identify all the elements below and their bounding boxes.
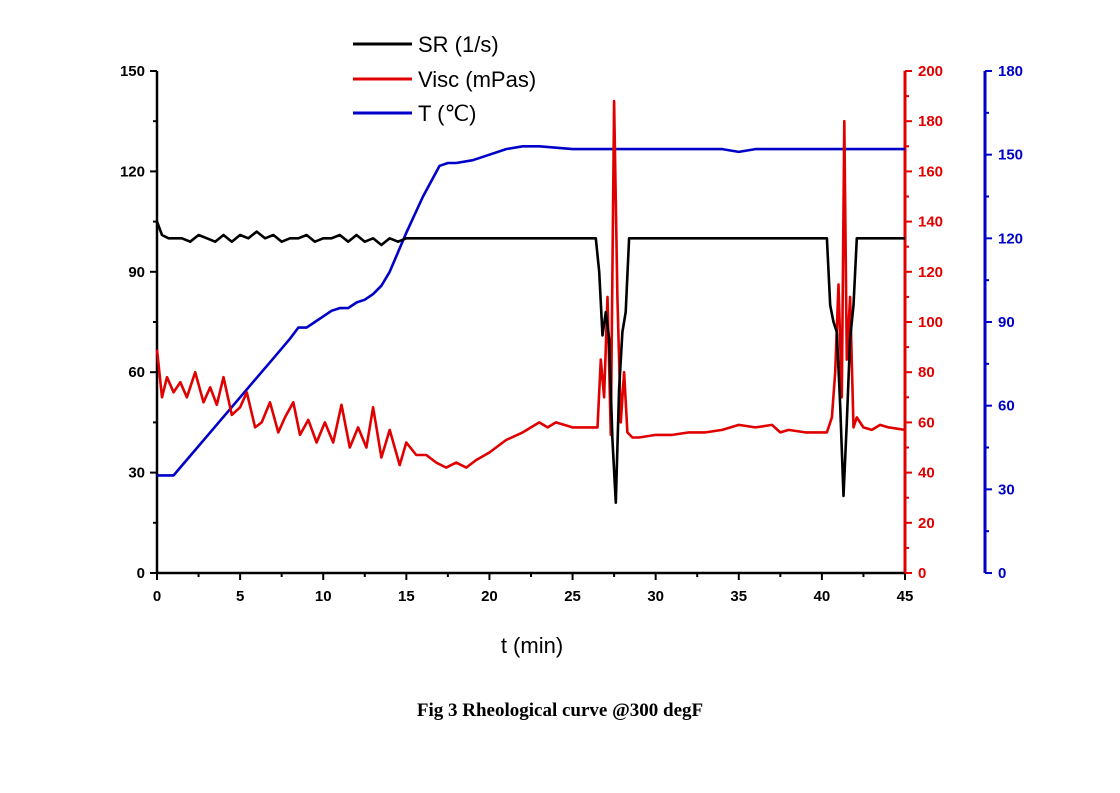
visc-tick-label: 40 bbox=[918, 465, 935, 482]
temperature-tick-label: 90 bbox=[998, 314, 1015, 331]
temperature-tick-label: 60 bbox=[998, 398, 1015, 415]
figure-caption: Fig 3 Rheological curve @300 degF bbox=[416, 700, 704, 721]
visc-series-line bbox=[155, 99, 906, 469]
temperature-tick-label: 180 bbox=[998, 63, 1023, 80]
visc-tick-label: 120 bbox=[918, 264, 943, 281]
x-tick-label: 10 bbox=[315, 588, 332, 605]
x-axis-label: t (min) bbox=[501, 633, 563, 658]
legend-label-visc: Visc (mPas) bbox=[418, 67, 536, 92]
x-tick-label: 45 bbox=[897, 588, 914, 605]
sr-axis: 0 30 60 90 120 150 bbox=[120, 63, 157, 582]
visc-tick-label: 0 bbox=[918, 565, 926, 582]
temperature-tick-label: 30 bbox=[998, 481, 1015, 498]
legend: SR (1/s) Visc (mPas) T (℃) bbox=[353, 32, 536, 126]
visc-tick-label: 20 bbox=[918, 515, 935, 532]
sr-tick-label: 0 bbox=[137, 565, 145, 582]
sr-series-line bbox=[155, 221, 905, 505]
x-tick-label: 0 bbox=[153, 588, 161, 605]
visc-tick-label: 60 bbox=[918, 414, 935, 431]
x-tick-label: 25 bbox=[564, 588, 581, 605]
temperature-series-line bbox=[157, 145, 905, 477]
visc-tick-label: 80 bbox=[918, 364, 935, 381]
x-tick-label: 15 bbox=[398, 588, 415, 605]
visc-axis: 0 20 40 60 80 100 120 140 160 180 200 bbox=[903, 63, 943, 582]
sr-tick-label: 90 bbox=[128, 264, 145, 281]
visc-tick-label: 160 bbox=[918, 163, 943, 180]
temperature-axis: 0 30 60 90 120 150 180 bbox=[983, 63, 1023, 582]
x-tick-label: 5 bbox=[236, 588, 244, 605]
sr-tick-label: 150 bbox=[120, 63, 145, 80]
sr-tick-label: 120 bbox=[120, 163, 145, 180]
sr-tick-label: 60 bbox=[128, 364, 145, 381]
temperature-tick-label: 0 bbox=[998, 565, 1006, 582]
visc-tick-label: 100 bbox=[918, 314, 943, 331]
x-tick-label: 20 bbox=[481, 588, 498, 605]
legend-label-sr: SR (1/s) bbox=[418, 32, 499, 57]
temperature-tick-label: 120 bbox=[998, 230, 1023, 247]
visc-tick-label: 180 bbox=[918, 113, 943, 130]
rheological-chart: 0 5 10 15 20 25 30 35 40 45 0 30 60 90 120 150 0 20 40 60… bbox=[120, 32, 1023, 658]
x-tick-label: 30 bbox=[647, 588, 664, 605]
sr-tick-label: 30 bbox=[128, 465, 145, 482]
temperature-tick-label: 150 bbox=[998, 147, 1023, 164]
x-tick-label: 35 bbox=[730, 588, 747, 605]
legend-label-temperature: T (℃) bbox=[418, 101, 477, 126]
x-axis: 0 5 10 15 20 25 30 35 40 45 bbox=[153, 573, 914, 605]
x-tick-label: 40 bbox=[814, 588, 831, 605]
visc-tick-label: 140 bbox=[918, 214, 943, 231]
visc-tick-label: 200 bbox=[918, 63, 943, 80]
series-layer bbox=[155, 99, 906, 505]
